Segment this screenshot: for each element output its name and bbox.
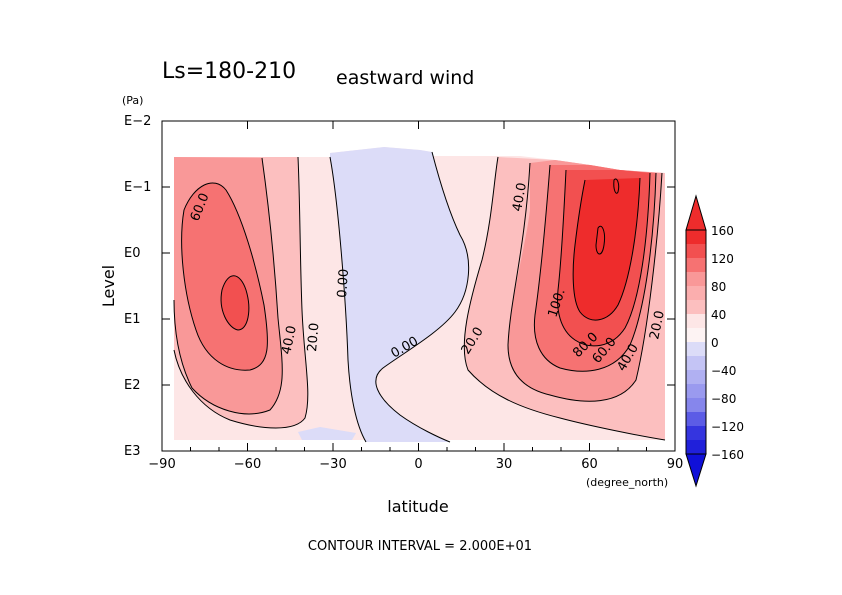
contour-label: 20.0 — [305, 322, 322, 352]
colorbar-labels: 160 120 80 40 0 −40 −80 −120 −160 — [711, 224, 744, 462]
x-tick-label: 0 — [414, 457, 422, 472]
contour-interval-note: CONTOUR INTERVAL = 2.000E+01 — [308, 539, 532, 554]
x-tick-label: 30 — [496, 457, 513, 472]
x-unit-label: (degree_north) — [586, 476, 668, 489]
contour-line — [533, 164, 657, 372]
colorbar-segment — [686, 244, 706, 258]
field-negative-tip — [298, 427, 356, 440]
contour-line — [557, 169, 651, 347]
colorbar-segment — [686, 300, 706, 314]
y-tick-labels: E−2 E−1 E0 E1 E2 E3 — [124, 114, 151, 459]
contour-line — [572, 177, 641, 321]
colorbar-segment — [686, 230, 706, 244]
colorbar-label: −40 — [711, 364, 736, 378]
colorbar-label: 80 — [711, 280, 726, 294]
y-tick-label: E2 — [124, 378, 141, 393]
y-tick-label: E3 — [124, 444, 141, 459]
colorbar-bottom-arrow — [685, 453, 707, 488]
colorbar-label: 160 — [711, 224, 734, 238]
contour-label: 20.0 — [647, 309, 668, 340]
contour-line — [329, 156, 367, 443]
chart-subtitle: eastward wind — [336, 67, 474, 89]
y-tick-label: E0 — [124, 246, 141, 261]
x-tick-label: −90 — [148, 457, 175, 472]
contour-line — [613, 178, 620, 194]
contour-line — [375, 151, 470, 443]
contour-line — [173, 156, 309, 429]
colorbar-frame — [685, 229, 707, 455]
colorbar-label: −80 — [711, 392, 736, 406]
contour-lines — [173, 151, 666, 443]
x-axis-ticks — [161, 121, 647, 451]
colorbar-segment — [686, 356, 706, 370]
colorbar-segment — [686, 398, 706, 412]
colorbar-segment — [686, 384, 706, 398]
y-tick-label: E1 — [124, 312, 141, 327]
colorbar-top-arrow — [685, 194, 707, 231]
colorbar-label: 120 — [711, 252, 734, 266]
colorbar — [685, 194, 707, 488]
y-unit-label: (Pa) — [122, 94, 143, 107]
north-jet-100 — [573, 178, 640, 321]
contour-line — [595, 225, 605, 255]
colorbar-segment — [686, 426, 706, 440]
contour-line — [173, 157, 283, 415]
colorbar-segment — [686, 286, 706, 300]
colorbar-label: 40 — [711, 308, 726, 322]
y-axis-ticks — [162, 186, 675, 386]
colorbar-segment — [686, 272, 706, 286]
x-tick-label: −30 — [319, 457, 346, 472]
colorbar-segment — [686, 412, 706, 426]
x-axis-label: latitude — [387, 497, 448, 516]
colorbar-segment — [686, 440, 706, 454]
contour-line — [220, 275, 250, 331]
contour-line — [181, 182, 268, 371]
colorbar-segment — [686, 342, 706, 356]
colorbar-label: −120 — [711, 420, 744, 434]
colorbar-segment — [686, 328, 706, 342]
contour-line — [463, 156, 666, 441]
filled-contours — [174, 147, 665, 442]
y-tick-label: E−2 — [124, 114, 151, 129]
colorbar-segment — [686, 370, 706, 384]
contour-label: 40.0 — [510, 182, 530, 213]
x-tick-label: 90 — [667, 457, 684, 472]
colorbar-segment — [686, 258, 706, 272]
colorbar-segment — [686, 314, 706, 328]
contour-label: 0.00 — [335, 268, 352, 298]
x-tick-label: −60 — [234, 457, 261, 472]
x-tick-label: 60 — [581, 457, 598, 472]
south-jet-80 — [221, 275, 249, 330]
y-tick-label: E−1 — [124, 180, 151, 195]
colorbar-label: −160 — [711, 448, 744, 462]
contour-label: 40.0 — [279, 324, 300, 355]
contour-line — [507, 162, 663, 402]
y-axis-label: Level — [99, 265, 118, 307]
chart-title: Ls=180-210 — [162, 59, 296, 84]
field-negative-band — [330, 147, 469, 442]
x-tick-labels: −90 −60 −30 0 30 60 90 — [148, 457, 683, 472]
colorbar-label: 0 — [711, 336, 719, 350]
